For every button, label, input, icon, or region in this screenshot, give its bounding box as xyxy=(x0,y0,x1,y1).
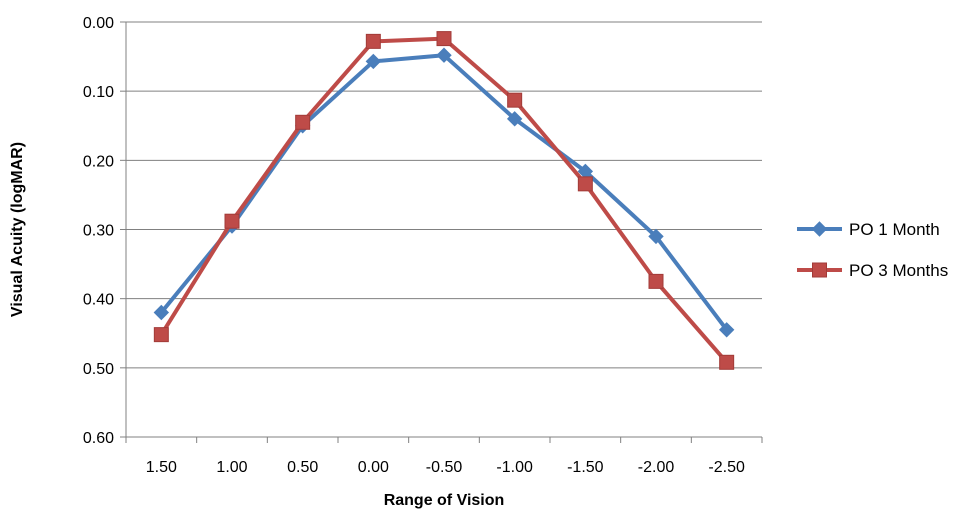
x-tick-label: -1.00 xyxy=(496,459,533,476)
series-2 xyxy=(153,31,735,370)
legend-marker xyxy=(812,262,827,278)
y-tick-label: 0.20 xyxy=(83,153,114,170)
y-axis-ticks: 0.00 0.10 0.20 0.30 0.40 0.50 0.60 xyxy=(83,15,126,447)
data-point xyxy=(153,327,169,343)
legend-label: PO 3 Months xyxy=(849,261,948,280)
legend-marker xyxy=(811,221,828,237)
x-tick-label: 1.50 xyxy=(146,459,177,476)
y-tick-label: 0.10 xyxy=(83,84,114,101)
data-point xyxy=(365,33,381,49)
data-point xyxy=(436,47,452,63)
x-axis-ticks: 1.50 1.00 0.50 0.00 -0.50 -1.00 -1.50 -2.00 -2.5… xyxy=(125,437,763,476)
data-point xyxy=(507,92,523,108)
y-tick-label: 0.50 xyxy=(83,361,114,378)
y-tick-label: 0.30 xyxy=(83,223,114,240)
data-point xyxy=(648,228,664,245)
legend-label: PO 1 Month xyxy=(849,220,940,239)
data-point xyxy=(224,213,240,229)
data-point xyxy=(718,322,735,338)
legend-item: PO 3 Months xyxy=(797,261,948,280)
y-tick-label: 0.40 xyxy=(83,292,114,309)
data-point xyxy=(365,53,382,70)
data-point xyxy=(295,114,311,130)
gridlines xyxy=(126,21,762,369)
x-axis-title: Range of Vision xyxy=(384,492,505,509)
x-tick-label: -2.50 xyxy=(708,459,745,476)
x-tick-label: -2.00 xyxy=(638,459,675,476)
y-tick-label: 0.60 xyxy=(83,430,114,447)
x-tick-label: 0.50 xyxy=(287,459,318,476)
x-tick-label: -1.50 xyxy=(567,459,604,476)
data-point xyxy=(719,354,735,370)
legend: PO 1 Month PO 3 Months xyxy=(797,220,948,280)
data-point xyxy=(648,273,664,289)
series-line xyxy=(159,36,729,364)
x-tick-label: 0.00 xyxy=(358,459,389,476)
y-tick-label: 0.00 xyxy=(83,15,114,32)
y-axis-title: Visual Acuity (logMAR) xyxy=(9,142,26,317)
data-point xyxy=(436,31,452,47)
x-tick-label: -0.50 xyxy=(426,459,463,476)
data-point xyxy=(577,176,593,192)
data-point xyxy=(506,111,523,127)
series-layer xyxy=(153,31,735,370)
data-point xyxy=(153,304,170,321)
legend-item: PO 1 Month xyxy=(797,220,940,239)
x-tick-label: 1.00 xyxy=(216,459,247,476)
series-line xyxy=(159,53,729,331)
